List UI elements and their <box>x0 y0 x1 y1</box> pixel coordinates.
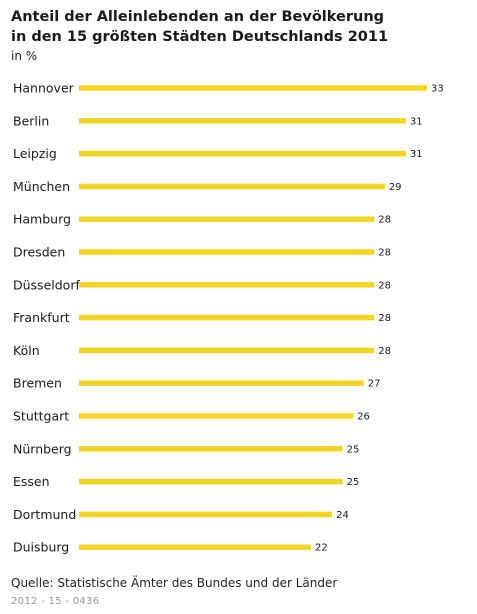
value-label-berlin: 31 <box>410 116 423 127</box>
category-label-d-sseldorf: Düsseldorf <box>13 277 80 292</box>
category-label-k-ln: Köln <box>13 343 40 358</box>
category-label-m-nchen: München <box>13 179 70 194</box>
bar-m-nchen <box>79 183 385 190</box>
bar-n-rnberg <box>79 446 343 452</box>
value-label-hannover: 33 <box>431 84 444 95</box>
category-label-dortmund: Dortmund <box>13 507 76 522</box>
source-note: Quelle: Statistische Ämter des Bundes un… <box>11 576 338 590</box>
bar-stuttgart <box>79 413 354 419</box>
value-label-stuttgart: 26 <box>357 412 370 423</box>
unit-label: in % <box>11 49 38 63</box>
value-label-dortmund: 24 <box>336 510 349 521</box>
category-label-leipzig: Leipzig <box>13 146 57 161</box>
category-label-hamburg: Hamburg <box>13 212 71 227</box>
bar-hamburg <box>79 216 375 222</box>
category-label-essen: Essen <box>13 474 50 489</box>
value-label-frankfurt: 28 <box>378 313 391 324</box>
bar-bremen <box>79 380 364 386</box>
value-label-duisburg: 22 <box>315 543 328 554</box>
value-label-bremen: 27 <box>368 379 381 390</box>
bar-essen <box>79 478 343 485</box>
bar-leipzig <box>79 150 406 157</box>
title-line-2: in den 15 größten Städten Deutschlands 2… <box>11 29 389 45</box>
category-label-bremen: Bremen <box>13 376 62 391</box>
value-label-n-rnberg: 25 <box>347 444 360 455</box>
category-label-frankfurt: Frankfurt <box>13 310 70 325</box>
value-label-essen: 25 <box>347 477 360 488</box>
bar-chart: Hannover 33 Berlin 31 Leipzig 31 München 29 Hamb… <box>13 81 444 555</box>
bar-berlin <box>79 118 406 124</box>
value-label-m-nchen: 29 <box>389 182 402 193</box>
category-label-berlin: Berlin <box>13 113 49 128</box>
category-label-hannover: Hannover <box>13 81 75 96</box>
category-label-stuttgart: Stuttgart <box>13 409 69 424</box>
bar-frankfurt <box>79 314 375 321</box>
category-label-dresden: Dresden <box>13 245 65 260</box>
chart-code: 2012 - 15 - 0436 <box>11 596 100 607</box>
title-line-1: Anteil der Alleinlebenden an der Bevölke… <box>11 9 385 25</box>
value-label-k-ln: 28 <box>378 346 391 357</box>
bar-dresden <box>79 249 375 255</box>
bar-d-sseldorf <box>79 282 375 288</box>
value-label-leipzig: 31 <box>410 149 423 160</box>
value-label-dresden: 28 <box>378 248 391 259</box>
category-label-n-rnberg: Nürnberg <box>13 441 72 456</box>
bar-dortmund <box>79 511 333 518</box>
chart-title: Anteil der Alleinlebenden an der Bevölke… <box>11 7 471 64</box>
category-label-duisburg: Duisburg <box>13 540 69 555</box>
value-label-hamburg: 28 <box>378 215 391 226</box>
value-label-d-sseldorf: 28 <box>378 280 391 291</box>
bar-hannover <box>79 85 427 91</box>
bar-duisburg <box>79 544 311 550</box>
bar-k-ln <box>79 347 375 354</box>
